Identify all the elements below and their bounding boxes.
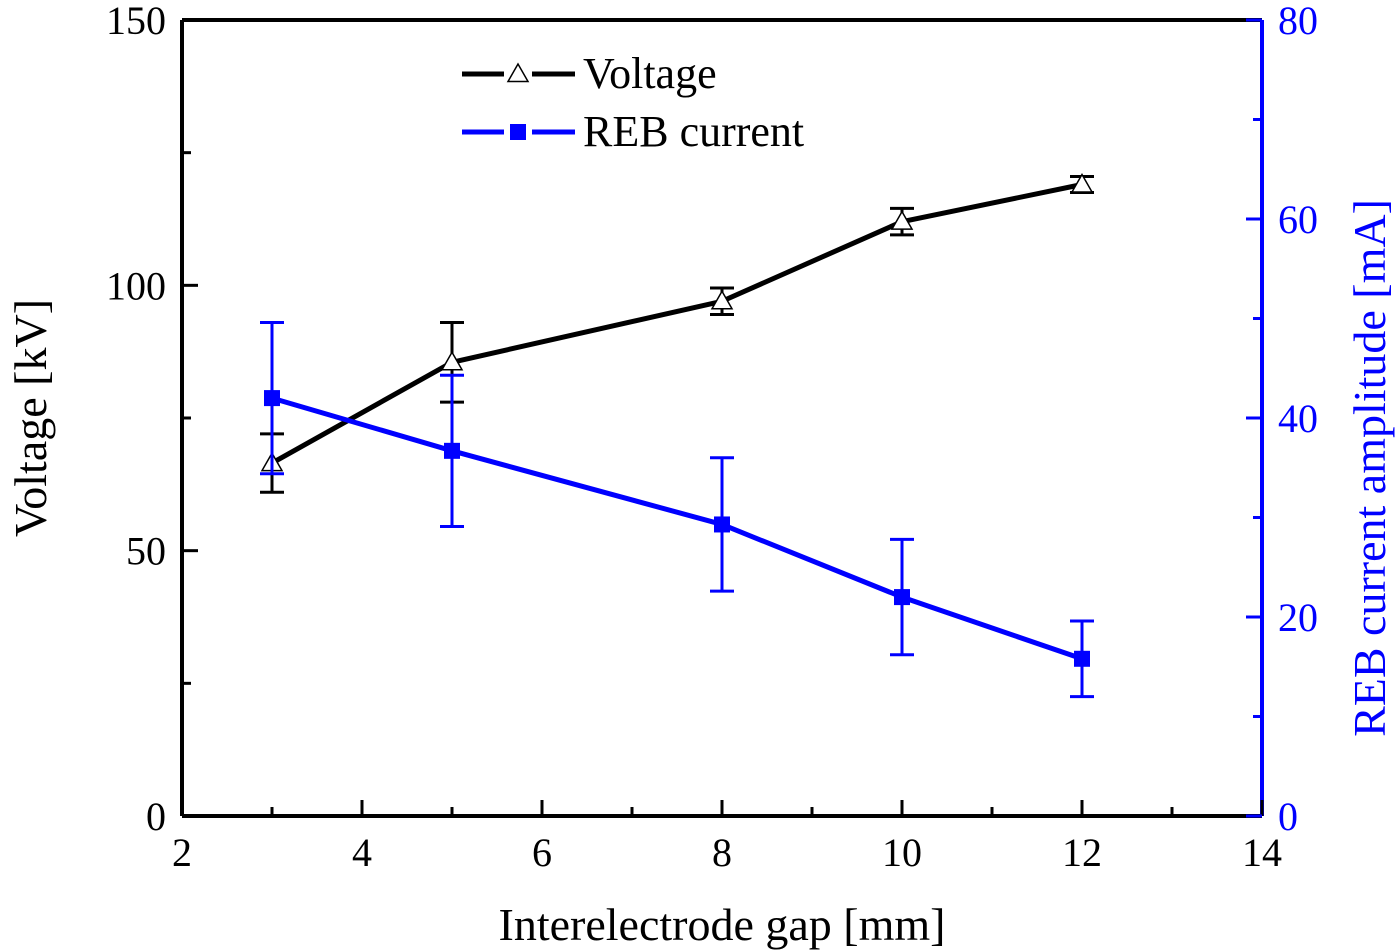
legend-marker-triangle [506,62,530,83]
series-voltage [260,172,1094,494]
y-right-tick-label: 40 [1278,396,1318,441]
y-right-tick-label: 80 [1278,0,1318,43]
series-line [270,182,1083,466]
data-point-triangle [890,210,914,230]
axes: 2 4 6 8 10 12 14050100150020406080Interelectro… [5,0,1395,950]
y-right-tick-label: 60 [1278,197,1318,242]
legend: Voltage REB current [462,49,804,156]
data-point-triangle [710,289,734,310]
legend-label: Voltage [583,49,717,98]
data-point-square [714,516,730,533]
y-left-tick-label: 50 [126,529,166,574]
y-left-tick-label: 150 [106,0,166,43]
data-point-triangle [440,350,464,371]
y-axis-left-title: Voltage [kV] [5,299,56,537]
data-point-square [444,442,460,459]
x-axis-title: Interelectrode gap [mm] [499,899,946,950]
plot-area [260,172,1094,699]
x-tick-label: 12 [1062,830,1102,875]
x-tick-label: 14 [1242,830,1282,875]
series-line [271,395,1083,662]
data-point-square [894,589,910,606]
x-tick-label: 8 [712,830,732,875]
y-right-tick-label: 0 [1278,794,1298,839]
x-tick-label: 4 [352,830,372,875]
legend-marker-square [510,124,526,140]
y-axis-right-title: REB current amplitude [mA] [1344,199,1395,737]
series-reb-current [260,320,1094,699]
data-point-triangle [1070,172,1094,193]
x-tick-label: 10 [882,830,922,875]
legend-label: REB current [583,107,804,156]
legend-item: Voltage [462,49,717,98]
y-right-tick-label: 20 [1278,595,1318,640]
x-tick-label: 2 [172,830,192,875]
legend-item: REB current [462,107,804,156]
x-tick-label: 6 [532,830,552,875]
y-left-tick-label: 100 [106,263,166,308]
data-point-square [1074,650,1090,667]
y-left-tick-label: 0 [146,794,166,839]
data-point-square [264,390,280,407]
